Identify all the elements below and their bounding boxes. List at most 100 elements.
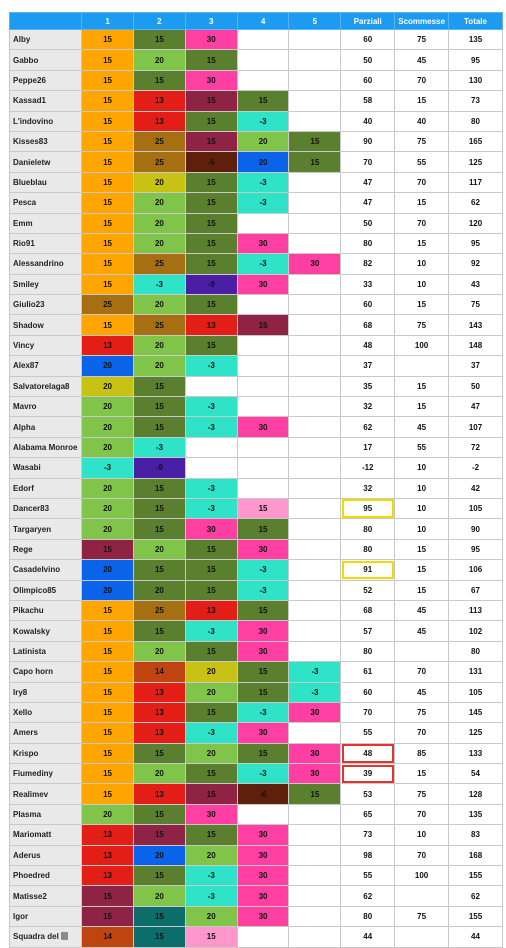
round-2-score: 20 bbox=[132, 212, 186, 234]
table-row: Rege 15 20 15 30 80 15 95 bbox=[8, 538, 503, 561]
round-2-score: 20 bbox=[132, 579, 186, 601]
player-name: Olimpico85 bbox=[8, 579, 83, 601]
round-5-score bbox=[288, 518, 342, 540]
round-2-score: 20 bbox=[132, 640, 186, 663]
player-name: Emm bbox=[8, 212, 83, 234]
scommesse-value bbox=[394, 640, 450, 663]
round-5-score bbox=[288, 436, 342, 459]
player-name-text: Dancer83 bbox=[13, 504, 50, 514]
round-4-score: 20 bbox=[236, 151, 290, 173]
table-row: Phoedred 13 15 -3 30 55 100 155 bbox=[8, 865, 503, 887]
parziali-value: 50 bbox=[340, 49, 396, 71]
round-1-score: 15 bbox=[81, 192, 134, 214]
round-2-score: 25 bbox=[132, 130, 186, 153]
round-2-score: 15 bbox=[132, 396, 186, 418]
round-3-score: -3 bbox=[184, 865, 238, 887]
player-name: Pesca bbox=[8, 192, 83, 214]
round-3-score: 15 bbox=[184, 130, 238, 153]
round-3-score: 15 bbox=[184, 824, 238, 846]
round-1-score: 15 bbox=[81, 90, 134, 112]
round-3-score: 15 bbox=[184, 579, 238, 601]
table-body: Alby 15 15 30 60 75 135 Gabbo 15 20 15 50 45 95 Peppe2… bbox=[8, 28, 503, 948]
player-name: Mavro bbox=[8, 396, 83, 418]
parziali-value: 47 bbox=[340, 192, 396, 214]
round-4-score: -3 bbox=[236, 171, 290, 194]
round-5-score bbox=[288, 722, 342, 744]
totale-value: 83 bbox=[448, 824, 503, 846]
round-3-score: 15 bbox=[184, 640, 238, 663]
totale-value: 105 bbox=[448, 497, 503, 520]
table-row: Mariomatt 13 15 15 30 73 10 83 bbox=[8, 824, 503, 846]
scommesse-value: 15 bbox=[394, 579, 450, 601]
round-3-score: 15 bbox=[184, 334, 238, 357]
round-5-score: 15 bbox=[288, 151, 342, 173]
round-2-score: 15 bbox=[132, 742, 186, 765]
round-2-score: 20 bbox=[132, 192, 186, 214]
player-name-text: Danieletw bbox=[13, 157, 51, 167]
round-3-score: 30 bbox=[184, 28, 238, 51]
player-name-text: Latinista bbox=[13, 646, 46, 656]
table-row: Alex87 20 20 -3 37 37 bbox=[8, 355, 503, 377]
round-1-score: 15 bbox=[81, 69, 134, 92]
round-5-score bbox=[288, 90, 342, 112]
player-name: Gabbo bbox=[8, 49, 83, 71]
scommesse-value bbox=[394, 926, 450, 948]
table-header: 1 2 3 4 5 Parziali Scommesse Totale bbox=[8, 12, 503, 30]
round-4-score: 15 bbox=[236, 661, 290, 683]
parziali-value: 58 bbox=[340, 90, 396, 112]
round-4-score bbox=[236, 49, 290, 71]
round-4-score: 30 bbox=[236, 416, 290, 438]
totale-value: 133 bbox=[448, 742, 503, 765]
player-name: Rege bbox=[8, 538, 83, 561]
parziali-value: 48 bbox=[340, 742, 396, 765]
round-4-score bbox=[236, 355, 290, 377]
player-name: Vincy bbox=[8, 334, 83, 357]
table-row: Blueblau 15 20 15 -3 47 70 117 bbox=[8, 171, 503, 194]
round-3-score: 15 bbox=[184, 538, 238, 561]
round-5-score bbox=[288, 559, 342, 581]
table-row: L'indovino 15 13 15 -3 40 40 80 bbox=[8, 110, 503, 132]
parziali-value: 90 bbox=[340, 130, 396, 153]
parziali-value: 80 bbox=[340, 232, 396, 255]
round-4-score: 15 bbox=[236, 599, 290, 622]
totale-value: 128 bbox=[448, 783, 503, 805]
scommesse-value: 70 bbox=[394, 661, 450, 683]
round-4-score bbox=[236, 69, 290, 92]
player-name: Smiley bbox=[8, 273, 83, 296]
round-4-score bbox=[236, 803, 290, 826]
round-3-score: -3 bbox=[184, 396, 238, 418]
totale-value: 72 bbox=[448, 436, 503, 459]
table-row: Casadelvino 20 15 15 -3 91 15 106 bbox=[8, 559, 503, 581]
round-5-score bbox=[288, 192, 342, 214]
round-2-score: 20 bbox=[132, 763, 186, 785]
parziali-value: 65 bbox=[340, 803, 396, 826]
round-2-score: 15 bbox=[132, 926, 186, 948]
round-2-score: 20 bbox=[132, 294, 186, 316]
table-row: Danieletw 15 25 -6 20 15 70 55 125 bbox=[8, 151, 503, 173]
player-name-text: Realimev bbox=[13, 789, 49, 799]
parziali-value: 47 bbox=[340, 171, 396, 194]
round-1-score: 15 bbox=[81, 763, 134, 785]
scommesse-value: 100 bbox=[394, 334, 450, 357]
totale-value: 148 bbox=[448, 334, 503, 357]
player-name: Salvatorelaga8 bbox=[8, 375, 83, 398]
parziali-value: 55 bbox=[340, 722, 396, 744]
parziali-value: 53 bbox=[340, 783, 396, 805]
round-5-score bbox=[288, 273, 342, 296]
scommesse-value: 75 bbox=[394, 28, 450, 51]
player-name-text: Shadow bbox=[13, 320, 44, 330]
round-1-score: 20 bbox=[81, 559, 134, 581]
player-name-text: Mariomatt bbox=[13, 830, 52, 840]
round-1-score: 15 bbox=[81, 151, 134, 173]
round-4-score: 15 bbox=[236, 314, 290, 336]
player-name: Alex87 bbox=[8, 355, 83, 377]
totale-value: 168 bbox=[448, 844, 503, 867]
round-5-score bbox=[288, 620, 342, 642]
totale-value: 50 bbox=[448, 375, 503, 398]
table-row: Pesca 15 20 15 -3 47 15 62 bbox=[8, 192, 503, 214]
totale-value: 80 bbox=[448, 110, 503, 132]
round-5-score: 15 bbox=[288, 130, 342, 153]
table-row: Realimev 15 13 15 -6 15 53 75 128 bbox=[8, 783, 503, 805]
round-3-score: 20 bbox=[184, 681, 238, 703]
round-1-score: 20 bbox=[81, 579, 134, 601]
